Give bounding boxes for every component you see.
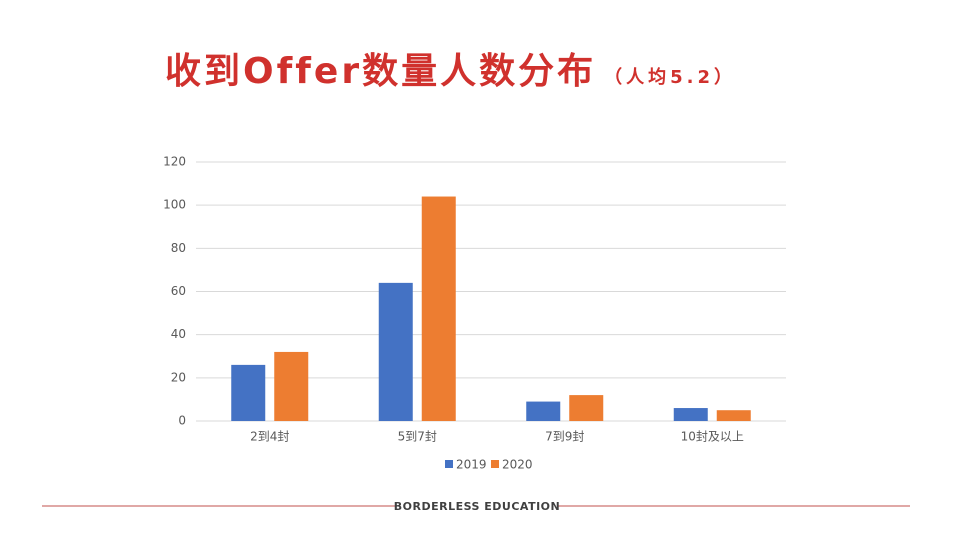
bar	[716, 410, 751, 421]
footer-text: BORDERLESS EDUCATION	[394, 500, 561, 513]
y-tick-label: 100	[163, 198, 186, 212]
bar	[673, 408, 708, 421]
bar	[231, 364, 266, 421]
bar	[526, 401, 561, 421]
legend-label: 2020	[502, 458, 533, 472]
y-tick-label: 20	[171, 370, 186, 384]
y-tick-label: 40	[171, 327, 186, 341]
y-tick-label: 80	[171, 241, 186, 255]
chart-title: 收到Offer数量人数分布	[165, 51, 597, 92]
y-tick-label: 0	[178, 414, 186, 428]
legend-label: 2019	[456, 458, 487, 472]
title-block: 收到Offer数量人数分布 （人均5.2）	[165, 42, 736, 94]
x-tick-label: 5到7封	[398, 430, 437, 444]
chart-subtitle: （人均5.2）	[604, 67, 736, 88]
y-tick-label: 120	[163, 155, 186, 169]
bar	[378, 282, 413, 421]
y-tick-label: 60	[171, 284, 186, 298]
bar	[274, 351, 309, 421]
bar	[569, 395, 604, 421]
x-tick-label: 10封及以上	[681, 430, 744, 444]
legend-swatch	[445, 460, 453, 468]
legend-swatch	[491, 460, 499, 468]
bar	[421, 196, 456, 421]
x-tick-label: 7到9封	[545, 430, 584, 444]
x-tick-label: 2到4封	[250, 430, 289, 444]
